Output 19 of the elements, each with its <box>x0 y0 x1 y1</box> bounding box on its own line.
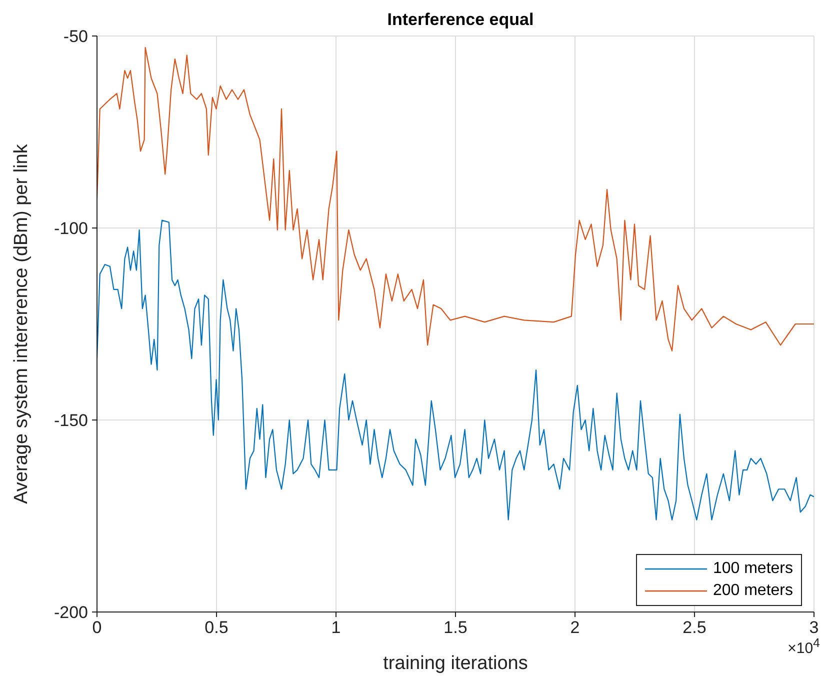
x-tick-label: 2 <box>570 618 580 638</box>
line-series <box>97 46 814 352</box>
legend-label: 100 meters <box>712 559 793 579</box>
legend-label: 200 meters <box>712 581 793 601</box>
x-tick-label: 1 <box>331 618 341 638</box>
x-tick-label: 0 <box>92 618 102 638</box>
y-tick-label: -50 <box>63 27 88 46</box>
x-tick-label: 3 <box>809 618 819 638</box>
y-tick-label: -100 <box>54 219 88 238</box>
y-axis-title: Average system intererence (dBm) per link <box>11 144 33 504</box>
x-tick-label: 2.5 <box>682 618 706 638</box>
x-axis-title: training iterations <box>383 653 528 674</box>
y-tick-label: -150 <box>54 411 88 430</box>
x-tick-label: 0.5 <box>204 618 228 638</box>
line-series <box>97 220 814 520</box>
chart-title: Interference equal <box>386 10 535 30</box>
text: ×10$^{4}$ <box>788 636 820 657</box>
y-tick-label: -200 <box>54 603 88 622</box>
x-tick-label: 1.5 <box>444 618 468 638</box>
